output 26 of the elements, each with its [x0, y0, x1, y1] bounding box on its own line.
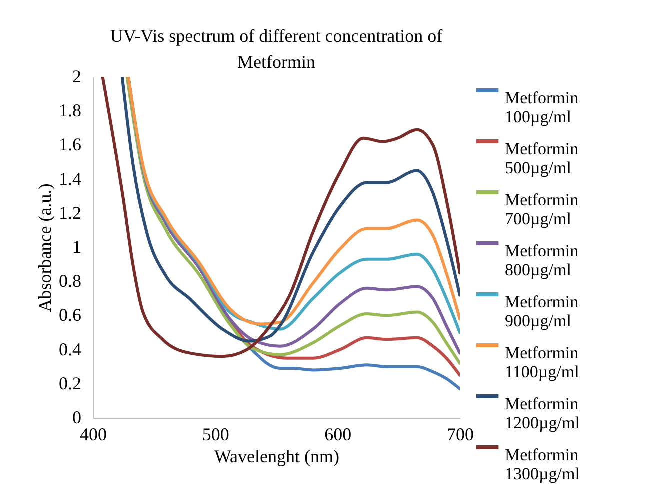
x-tick-label: 700 — [447, 424, 474, 444]
y-tick-label: 0.6 — [59, 305, 82, 326]
y-tick-label: 0.2 — [59, 373, 82, 394]
y-tick-label: 1.2 — [59, 202, 82, 223]
legend-label: Metformin 700µg/ml — [505, 190, 580, 228]
y-tick-label: 0 — [72, 408, 82, 428]
y-tick-label: 1.6 — [59, 134, 82, 155]
x-tick-label: 500 — [202, 424, 230, 444]
chart-title: UV-Vis spectrum of different concentration of Metformin — [110, 26, 443, 72]
legend-label: Metformin 1300µg/ml — [505, 446, 580, 484]
x-axis-title: Wavelenght (nm) — [214, 446, 340, 466]
legend-label: Metformin 100µg/ml — [505, 88, 580, 126]
legend-label: Metformin 800µg/ml — [505, 242, 580, 280]
y-tick-label: 1 — [72, 237, 82, 257]
legend-label: Metformin 900µg/ml — [505, 292, 580, 330]
y-tick-label: 0.8 — [59, 271, 82, 292]
legend-label: Metformin 1100µg/ml — [505, 344, 580, 382]
x-tick-label: 400 — [80, 424, 107, 444]
x-tick-label: 600 — [324, 424, 352, 444]
y-tick-label: 0.4 — [59, 339, 82, 360]
y-tick-label: 1.4 — [59, 168, 82, 189]
y-tick-label: 2 — [72, 66, 82, 86]
y-tick-label: 1.8 — [59, 100, 82, 121]
legend-label: Metformin 500µg/ml — [505, 140, 580, 178]
y-axis-title: Absorbance (a.u.) — [35, 184, 55, 312]
legend-label: Metformin 1200µg/ml — [505, 394, 580, 432]
